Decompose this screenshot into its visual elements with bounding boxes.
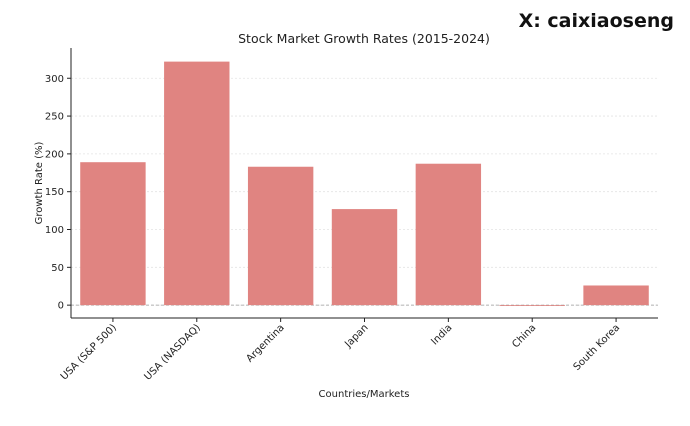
chart-title: Stock Market Growth Rates (2015-2024)	[238, 31, 490, 46]
x-ticks: USA (S&P 500) USA (NASDAQ) Argentina Japan I…	[59, 318, 622, 383]
bar	[583, 285, 649, 306]
bar	[80, 162, 146, 306]
x-tick-label: Argentina	[244, 322, 286, 364]
bars	[80, 61, 649, 306]
bar	[415, 163, 482, 306]
bar	[499, 305, 565, 306]
y-tick-label: 0	[58, 301, 64, 312]
y-tick-label: 150	[45, 187, 64, 198]
y-tick-label: 100	[45, 225, 64, 236]
y-axis-label: Growth Rate (%)	[34, 142, 45, 225]
y-tick-label: 250	[45, 112, 64, 123]
watermark-handle: X: caixiaoseng	[518, 10, 674, 32]
x-tick-label: South Korea	[572, 322, 623, 373]
y-tick-label: 50	[51, 263, 64, 274]
bar	[247, 166, 314, 306]
x-tick-label: China	[510, 322, 538, 350]
y-tick-label: 200	[45, 149, 64, 160]
x-tick-label: India	[429, 322, 454, 347]
y-tick-label: 300	[45, 74, 64, 85]
bar	[164, 61, 230, 306]
x-tick-label: Japan	[342, 322, 370, 350]
bar	[331, 209, 398, 306]
y-ticks: 0 50 100 150 200 250 300	[45, 74, 71, 312]
x-axis-label: Countries/Markets	[319, 389, 410, 400]
x-tick-label: USA (S&P 500)	[59, 322, 119, 382]
x-tick-label: USA (NASDAQ)	[143, 322, 203, 382]
